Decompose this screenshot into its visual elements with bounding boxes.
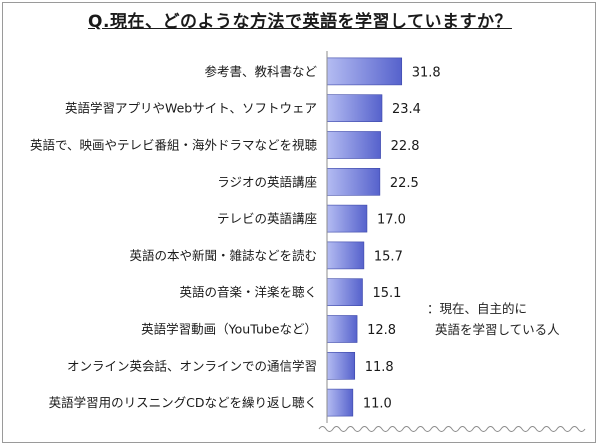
category-label: ラジオの英語講座 <box>217 174 317 189</box>
chart-frame <box>2 2 596 443</box>
category-label: 英語の本や新聞・雑誌などを読む <box>129 248 317 263</box>
category-label: 英語学習動画（YouTubeなど） <box>141 322 317 337</box>
bar <box>326 388 354 417</box>
bar <box>326 241 365 270</box>
value-label: 17.0 <box>377 213 406 228</box>
bar <box>326 131 381 159</box>
category-label: 英語の音楽・洋楽を聴く <box>179 285 317 300</box>
bar <box>326 168 381 196</box>
value-label: 22.5 <box>390 176 419 191</box>
note-line-2: 英語を学習している人 <box>435 322 560 337</box>
chart-title: Q.現在、どのような方法で英語を学習していますか？ <box>88 12 512 32</box>
value-label: 11.8 <box>365 360 394 375</box>
bar <box>326 204 368 233</box>
value-label: 31.8 <box>412 65 441 80</box>
value-label: 12.8 <box>367 323 396 338</box>
category-label: 英語で、映画やテレビ番組・海外ドラマなどを視聴 <box>30 138 318 153</box>
category-label: オンライン英会話、オンラインでの通信学習 <box>67 358 317 373</box>
category-label: テレビの英語講座 <box>217 211 317 226</box>
value-label: 11.0 <box>363 397 392 412</box>
bar <box>326 57 403 86</box>
note-line-1: ：現在、自主的に <box>427 301 528 316</box>
bar <box>326 94 383 122</box>
category-label: 参考書、教科書など <box>204 64 317 79</box>
value-label: 22.8 <box>391 139 420 154</box>
value-label: 23.4 <box>392 102 421 117</box>
axis-break-wave <box>318 426 586 432</box>
bar <box>326 351 356 380</box>
bar <box>326 315 358 343</box>
bar <box>326 278 363 307</box>
category-label: 英語学習アプリやWebサイト、ソフトウェア <box>65 101 317 116</box>
respondent-note: ：現在、自主的に 英語を学習している人 <box>427 298 560 340</box>
value-label: 15.1 <box>372 286 401 301</box>
category-label: 英語学習用のリスニングCDなどを繰り返し聴く <box>49 395 317 410</box>
value-label: 15.7 <box>374 249 403 264</box>
